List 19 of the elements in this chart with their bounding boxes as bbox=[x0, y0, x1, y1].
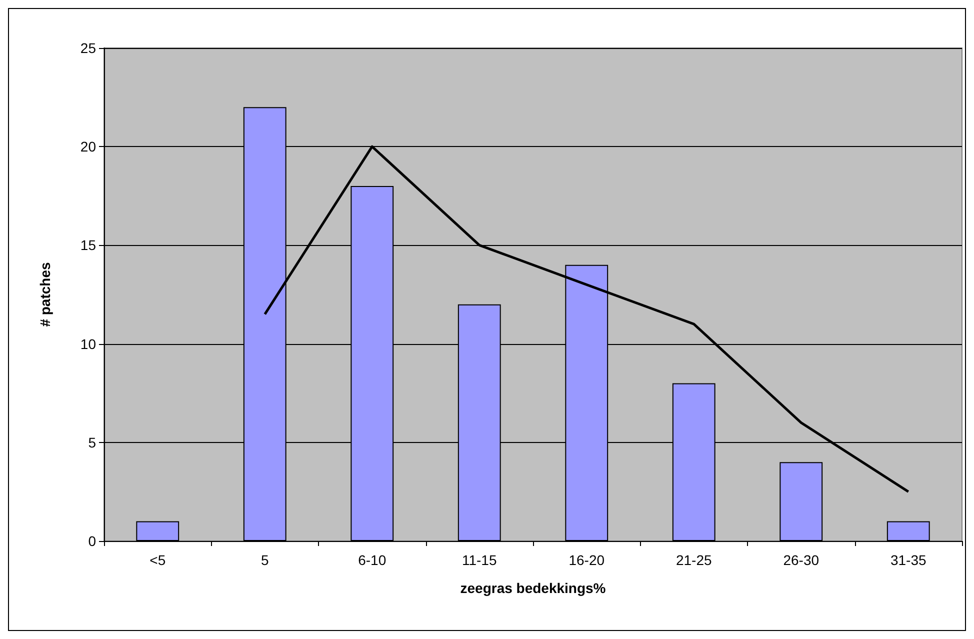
bar bbox=[136, 521, 180, 541]
y-tick-label: 5 bbox=[88, 434, 96, 450]
x-tick-label: 26-30 bbox=[783, 552, 820, 568]
x-tick-label: 16-20 bbox=[568, 552, 605, 568]
y-tick-label: 15 bbox=[80, 237, 96, 254]
y-tick-label: 25 bbox=[80, 40, 96, 56]
x-tick-label: <5 bbox=[150, 552, 166, 568]
x-axis-title: zeegras bedekkings% bbox=[460, 580, 606, 596]
bar bbox=[886, 521, 930, 541]
y-axis-title: # patches bbox=[37, 262, 53, 327]
x-tick-label: 5 bbox=[260, 552, 269, 568]
y-tick-label: 10 bbox=[80, 336, 96, 352]
x-tick-label: 6-10 bbox=[358, 552, 386, 568]
x-tick-label: 31-35 bbox=[890, 552, 926, 568]
y-tick-label: 20 bbox=[80, 138, 96, 155]
x-tick-label: 21-25 bbox=[676, 552, 712, 568]
y-tick-label: 0 bbox=[88, 533, 96, 549]
x-tick-label: 11-15 bbox=[462, 552, 497, 568]
bar bbox=[780, 462, 823, 541]
